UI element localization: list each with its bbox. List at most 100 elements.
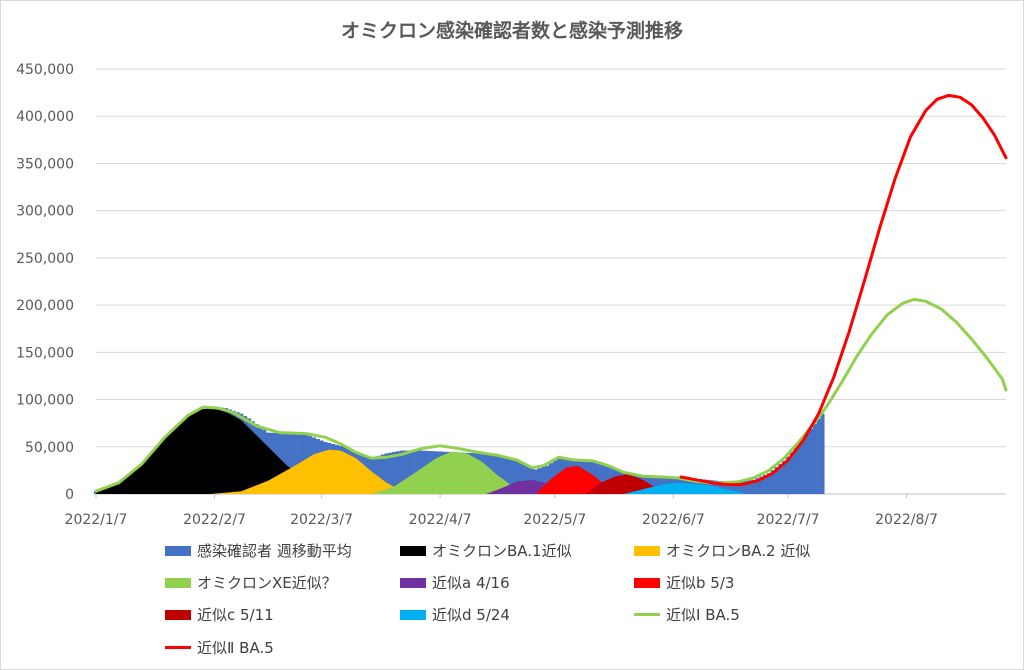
bar-daily-avg <box>785 456 791 494</box>
legend-label: 近似Ⅱ BA.5 <box>197 639 274 657</box>
bar-daily-avg <box>732 481 737 494</box>
legend-item: 近似d 5/24 <box>400 604 510 626</box>
legend-label: 感染確認者 週移動平均 <box>197 542 352 560</box>
legend-swatch <box>165 609 191 620</box>
bar-daily-avg <box>808 429 814 494</box>
bar-daily-avg <box>537 468 542 494</box>
bar-daily-avg <box>812 423 817 494</box>
bar-daily-avg <box>770 470 775 494</box>
bar-daily-avg <box>724 481 729 494</box>
x-tick-label: 2022/7/7 <box>757 512 820 528</box>
bar-daily-avg <box>548 463 554 494</box>
x-tick-label: 2022/3/7 <box>290 512 353 528</box>
bar-daily-avg <box>763 474 768 494</box>
bar-daily-avg <box>411 450 416 494</box>
bar-daily-avg <box>602 465 607 494</box>
bar-daily-avg <box>793 447 798 494</box>
x-tick-label: 2022/8/7 <box>875 512 938 528</box>
y-tick-label: 50,000 <box>25 440 74 456</box>
bar-daily-avg <box>399 450 404 494</box>
y-tick-label: 150,000 <box>16 345 74 361</box>
bar-daily-avg <box>747 480 752 494</box>
legend-item: オミクロンBA.1近似 <box>400 540 572 562</box>
bar-daily-avg <box>518 461 523 494</box>
area-ffc000 <box>210 449 418 494</box>
bar-daily-avg <box>598 463 603 494</box>
bar-daily-avg <box>774 467 779 494</box>
y-tick-label: 450,000 <box>16 62 74 78</box>
bar-daily-avg <box>525 465 531 494</box>
area-92d050 <box>371 451 529 494</box>
bar-daily-avg <box>392 451 397 494</box>
bar-daily-avg <box>594 461 599 494</box>
legend-label: オミクロンBA.1近似 <box>432 542 572 560</box>
y-tick-label: 250,000 <box>16 251 74 267</box>
bar-daily-avg <box>514 459 519 494</box>
legend-item: 感染確認者 週移動平均 <box>165 540 352 562</box>
bar-daily-avg <box>782 460 787 494</box>
bar-daily-avg <box>380 454 385 494</box>
bar-daily-avg <box>751 479 756 494</box>
bar-daily-avg <box>816 418 821 494</box>
legend-label: オミクロンXE近似？ <box>197 574 337 592</box>
x-tick-label: 2022/2/7 <box>183 512 246 528</box>
bar-daily-avg <box>766 473 772 494</box>
x-tick-label: 2022/1/7 <box>65 512 128 528</box>
legend-swatch <box>634 613 660 616</box>
legend-item: オミクロンBA.2 近似 <box>634 540 810 562</box>
bar-daily-avg <box>503 456 508 494</box>
legend-swatch <box>165 577 191 588</box>
bar-daily-avg <box>759 476 764 494</box>
bar-daily-avg <box>728 481 733 494</box>
bar-daily-avg <box>797 443 802 494</box>
bar-daily-avg <box>541 466 546 494</box>
bar-daily-avg <box>545 465 550 494</box>
legend-item: 近似Ⅰ BA.5 <box>634 604 740 626</box>
legend-swatch <box>165 545 191 556</box>
bar-daily-avg <box>285 433 290 494</box>
bar-daily-avg <box>407 450 412 494</box>
x-tick-label: 2022/6/7 <box>642 512 705 528</box>
bar-daily-avg <box>652 476 657 494</box>
bar-daily-avg <box>510 458 515 494</box>
legend-swatch <box>634 577 660 588</box>
bar-daily-avg <box>495 455 500 494</box>
legend-label: 近似Ⅰ BA.5 <box>666 606 740 624</box>
bar-daily-avg <box>499 456 504 494</box>
bar-daily-avg <box>805 434 810 494</box>
y-tick-label: 300,000 <box>16 204 74 220</box>
bar-daily-avg <box>522 463 527 494</box>
bar-daily-avg <box>778 464 783 494</box>
legend-label: 近似b 5/3 <box>666 574 735 592</box>
legend-label: 近似a 4/16 <box>432 574 510 592</box>
y-tick-label: 350,000 <box>16 156 74 172</box>
legend-swatch <box>400 609 426 620</box>
bar-daily-avg <box>506 457 512 494</box>
legend-item: 近似Ⅱ BA.5 <box>165 637 274 659</box>
bar-daily-avg <box>789 452 794 494</box>
area-00b0f0 <box>623 482 746 494</box>
bar-daily-avg <box>376 455 382 494</box>
legend-item: 近似c 5/11 <box>165 604 274 626</box>
legend-item: 近似b 5/3 <box>634 572 734 594</box>
bar-daily-avg <box>655 477 661 494</box>
bar-daily-avg <box>736 480 741 494</box>
legend-label: 近似c 5/11 <box>197 606 274 624</box>
legend-item: オミクロンXE近似？ <box>165 572 337 594</box>
bar-daily-avg <box>395 451 401 494</box>
line-92d050 <box>94 297 1008 493</box>
bar-daily-avg <box>755 478 760 494</box>
y-tick-label: 0 <box>65 487 74 503</box>
x-tick-label: 2022/4/7 <box>409 512 472 528</box>
bar-daily-avg <box>384 453 389 494</box>
y-tick-label: 200,000 <box>16 298 74 314</box>
legend-item: 近似a 4/16 <box>400 572 510 594</box>
legend-label: 近似d 5/24 <box>432 606 510 624</box>
legend-swatch <box>400 545 426 556</box>
bar-daily-avg <box>403 450 408 494</box>
legend-swatch <box>400 577 426 588</box>
bar-daily-avg <box>288 433 294 494</box>
y-tick-label: 100,000 <box>16 393 74 409</box>
line-ff0000 <box>679 93 1008 487</box>
